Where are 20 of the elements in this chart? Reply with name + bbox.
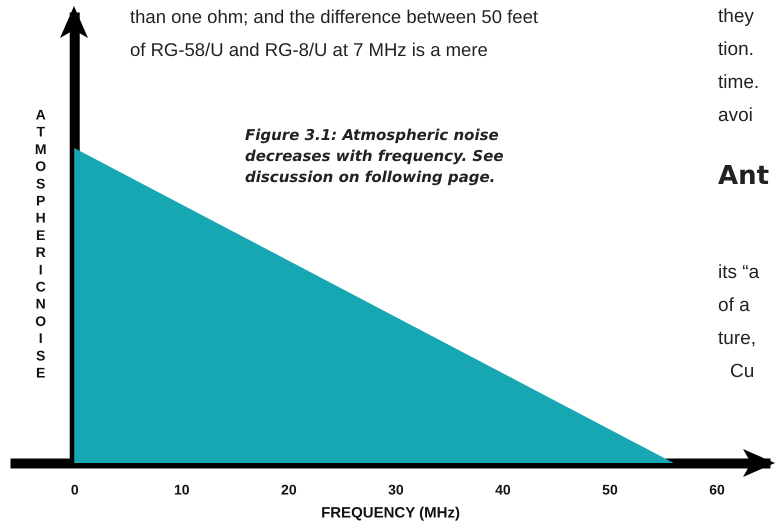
x-tick-label: 40: [495, 482, 511, 498]
text: time.: [718, 71, 760, 95]
annotation: Cu: [730, 360, 754, 384]
annotation: of a: [718, 294, 750, 318]
x-tick-label: 60: [709, 482, 725, 498]
x-tick-label: 20: [281, 482, 297, 498]
x-tick-label: 0: [70, 482, 79, 498]
x-tick-label: 30: [388, 482, 404, 498]
x-tick-label: 50: [602, 482, 618, 498]
annotation: Ant: [718, 160, 770, 193]
text: ATMOSPHERIC NOISE: [34, 106, 47, 380]
text: tion.: [718, 38, 754, 62]
text: than one ohm; and the difference between 50 feet of RG-58/U and RG-8/U at 7 MHz is a mere: [130, 5, 539, 62]
x-tick-label: 10: [174, 482, 190, 498]
annotation: Figure 3.1: Atmospheric noise decreases with frequency. See discussion on following page.: [245, 125, 505, 188]
x-axis-title: FREQUENCY (MHz): [321, 504, 460, 522]
text: avoi: [718, 104, 753, 128]
annotation: ture,: [718, 327, 756, 351]
text: they: [718, 5, 754, 29]
annotation: its “a: [718, 261, 760, 285]
